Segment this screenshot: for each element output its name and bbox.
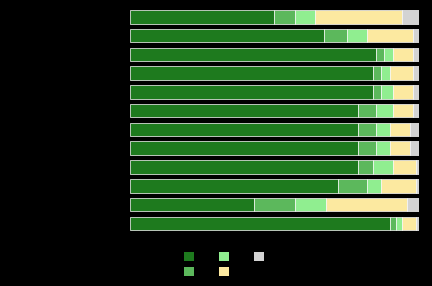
Bar [367,29,413,43]
Bar [381,85,393,99]
Bar [393,48,413,61]
Bar [390,123,410,136]
Bar [410,123,419,136]
Bar [358,142,375,155]
Bar [130,29,324,43]
Bar [390,217,396,230]
Bar [390,66,413,80]
Bar [130,48,375,61]
Bar [254,198,295,211]
Bar [130,198,254,211]
Bar [130,85,373,99]
Bar [393,104,413,118]
Bar [381,66,390,80]
Bar [327,198,407,211]
Bar [413,48,419,61]
Bar [130,66,373,80]
Bar [396,217,402,230]
Bar [346,29,367,43]
Bar [410,142,419,155]
Bar [373,85,381,99]
Bar [358,123,375,136]
Bar [416,217,419,230]
Bar [130,179,338,192]
Bar [274,10,295,24]
Bar [130,10,274,24]
Bar [413,104,419,118]
Bar [358,104,375,118]
Bar [315,10,402,24]
Legend: , , , , : , , , , [181,248,269,281]
Bar [393,160,416,174]
Bar [381,179,416,192]
Bar [375,104,393,118]
Bar [295,10,315,24]
Bar [375,142,390,155]
Bar [295,198,327,211]
Bar [375,123,390,136]
Bar [393,85,413,99]
Bar [324,29,346,43]
Bar [402,217,416,230]
Bar [413,66,419,80]
Bar [130,142,358,155]
Bar [373,66,381,80]
Bar [390,142,410,155]
Bar [384,48,393,61]
Bar [407,198,419,211]
Bar [130,104,358,118]
Bar [130,160,358,174]
Bar [130,123,358,136]
Bar [373,160,393,174]
Bar [338,179,367,192]
Bar [402,10,419,24]
Bar [375,48,384,61]
Bar [130,217,390,230]
Bar [358,160,373,174]
Bar [367,179,381,192]
Bar [416,179,419,192]
Bar [413,29,419,43]
Bar [416,160,419,174]
Bar [413,85,419,99]
